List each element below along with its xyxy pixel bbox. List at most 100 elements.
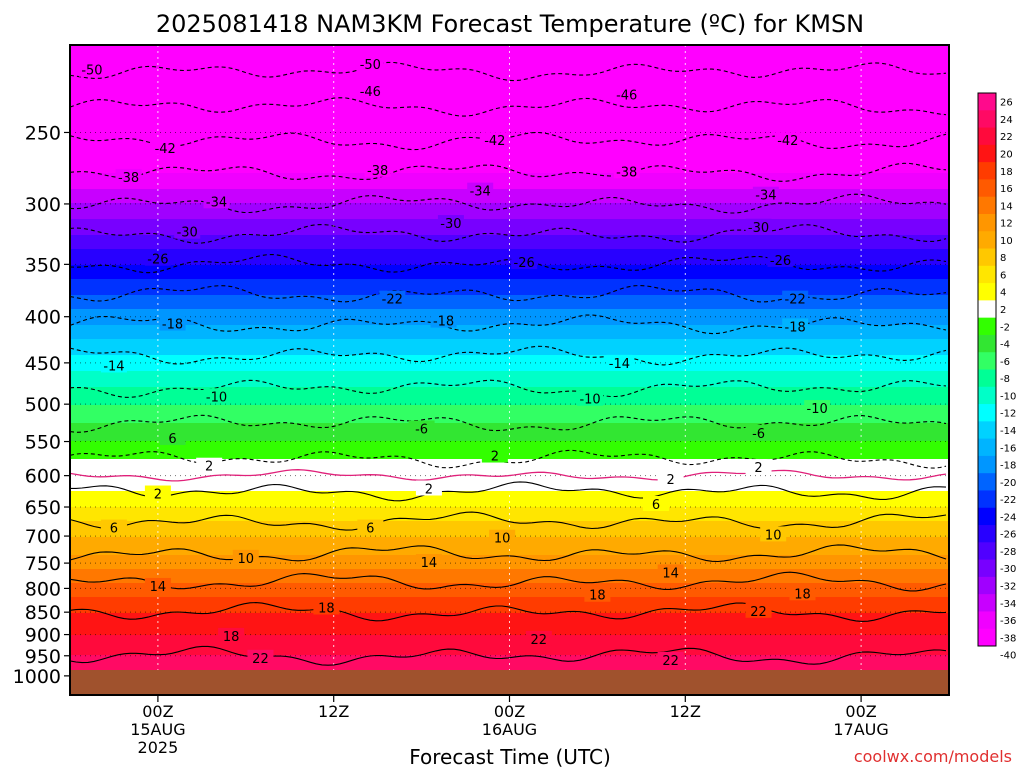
y-tick-label: 500 (25, 394, 61, 416)
band-row (70, 223, 949, 226)
colorbar-swatch (978, 110, 996, 129)
isotherm-line (70, 511, 947, 531)
colorbar-label: 16 (1000, 184, 1013, 195)
contour-label-bg (313, 599, 340, 615)
contour-label-bg (606, 354, 633, 370)
colorbar-label: 2 (1000, 305, 1006, 316)
colorbar-swatch (978, 248, 996, 267)
band-row (70, 47, 949, 50)
contour-label: -22 (382, 293, 403, 308)
band-row (70, 649, 949, 652)
contour-label-bg (379, 290, 406, 306)
contour-label: 14 (421, 556, 438, 571)
band-row (70, 503, 949, 506)
colorbar-swatch (978, 490, 996, 509)
contour-label-bg (415, 554, 442, 570)
contour-label-bg (357, 56, 384, 72)
band-row (70, 461, 949, 464)
band-row (70, 191, 949, 194)
band-row (70, 499, 949, 502)
band-row (70, 569, 949, 572)
contour-label-bg (745, 602, 772, 618)
band-row (70, 65, 949, 68)
colorbar-swatch (978, 473, 996, 491)
band-row (70, 241, 949, 244)
contour-label: -22 (785, 293, 806, 308)
colorbar-swatch (978, 196, 996, 215)
band-row (70, 179, 949, 182)
band-row (70, 169, 949, 172)
band-row (70, 347, 949, 350)
contour-label-bg (745, 424, 772, 440)
contour-label: 10 (494, 532, 511, 547)
colorbar-label: -8 (1000, 374, 1010, 385)
contour-label: -26 (770, 254, 791, 269)
contour-label-bg (511, 254, 538, 270)
colorbar-swatch (978, 334, 996, 353)
contour-label-bg (247, 649, 274, 665)
contour-label: -14 (609, 357, 630, 372)
colorbar-label: 24 (1000, 115, 1013, 126)
band-row (70, 193, 949, 196)
band-row (70, 583, 949, 586)
band-row (70, 205, 949, 208)
band-row (70, 269, 949, 272)
colorbar-swatch (978, 144, 996, 163)
band-row (70, 619, 949, 622)
band-row (70, 113, 949, 116)
contour-label: -18 (162, 318, 183, 333)
band-row (70, 163, 949, 166)
contour-label-bg (437, 215, 464, 231)
band-row (70, 395, 949, 398)
contour-label-bg (613, 163, 640, 179)
isotherm-line (70, 97, 947, 117)
band-row (70, 587, 949, 590)
band-row (70, 491, 949, 494)
band-row (70, 613, 949, 616)
contour-label-bg (745, 459, 772, 475)
contour-label: 2 (754, 461, 762, 476)
contour-label: 22 (252, 652, 269, 667)
band-row (70, 343, 949, 346)
colorbar-label: -28 (1000, 547, 1016, 558)
band-row (70, 331, 949, 334)
y-tick-label: 550 (25, 432, 61, 454)
contour-label: -10 (579, 393, 600, 408)
colorbar-swatch (978, 231, 996, 250)
credit-text: coolwx.com/models (854, 747, 1012, 766)
x-tick-label: 00Z (142, 702, 173, 721)
contour-label: 18 (794, 587, 811, 602)
colorbar-label: 12 (1000, 219, 1013, 230)
x-tick-label: 2025 (138, 738, 179, 757)
band-row (70, 181, 949, 184)
colorbar-label: -10 (1000, 391, 1016, 402)
band-row (70, 265, 949, 268)
band-row (70, 109, 949, 112)
band-row (70, 167, 949, 170)
contour-label: 6 (366, 522, 374, 537)
band-row (70, 325, 949, 328)
band-row (70, 413, 949, 416)
colorbar-label: -16 (1000, 443, 1016, 454)
colorbar-label: -2 (1000, 322, 1010, 333)
band-row (70, 443, 949, 446)
contour-label: 10 (765, 528, 782, 543)
colorbar-swatch (978, 386, 996, 405)
band-row (70, 277, 949, 280)
band-row (70, 49, 949, 52)
colorbar-label: 20 (1000, 149, 1013, 160)
contour-label: -26 (147, 253, 168, 268)
band-row (70, 451, 949, 454)
band-row (70, 143, 949, 146)
contour-label-bg (789, 585, 816, 601)
band-row (70, 233, 949, 236)
band-row (70, 305, 949, 308)
band-row (70, 391, 949, 394)
band-row (70, 175, 949, 178)
band-row (70, 289, 949, 292)
colorbar-swatch (978, 404, 996, 422)
x-tick-label: 12Z (670, 702, 701, 721)
y-tick-label: 1000 (13, 666, 61, 688)
colorbar-swatch (978, 265, 996, 284)
